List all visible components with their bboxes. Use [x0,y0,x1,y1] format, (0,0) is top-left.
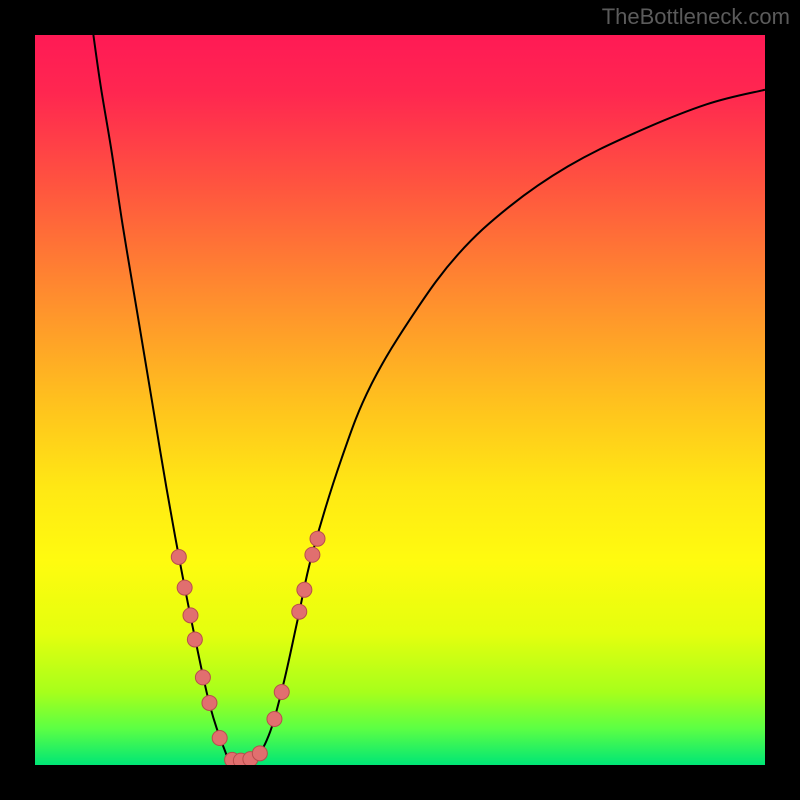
data-marker [305,547,320,562]
data-marker [212,730,227,745]
data-marker [252,746,267,761]
data-marker [171,549,186,564]
data-marker [183,608,198,623]
data-marker [292,604,307,619]
data-marker [274,685,289,700]
bottleneck-curve-chart [35,35,765,765]
data-marker [195,670,210,685]
data-marker [187,632,202,647]
data-marker [267,712,282,727]
watermark-text: TheBottleneck.com [602,4,790,30]
data-marker [297,582,312,597]
chart-plot-area [35,35,765,765]
data-marker [177,580,192,595]
data-marker [310,531,325,546]
data-marker [202,695,217,710]
gradient-background [35,35,765,765]
